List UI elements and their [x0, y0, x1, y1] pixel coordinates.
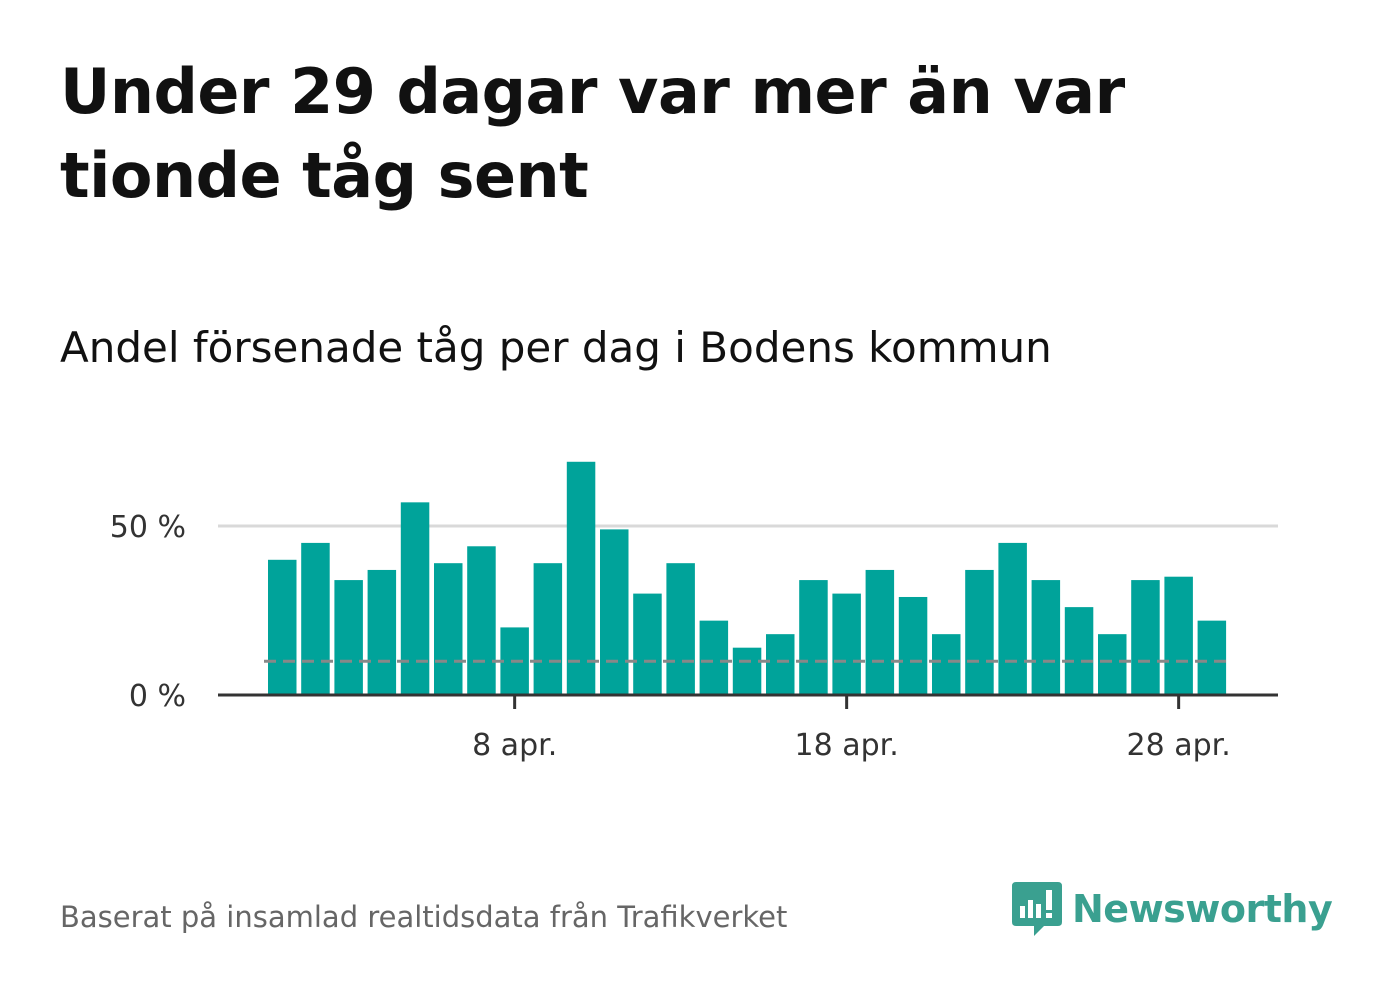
x-tick-label: 18 apr.: [795, 728, 899, 763]
bar-16-apr: [766, 634, 795, 695]
y-tick-label: 0 %: [129, 679, 186, 714]
bar-5-apr: [400, 502, 430, 695]
chart-title: Under 29 dagar var mer än var tionde tåg…: [60, 55, 1125, 212]
bars-layer: [268, 461, 1227, 695]
bar-18-apr: [832, 593, 861, 695]
bar-15-apr: [732, 647, 762, 695]
x-tick-label: 8 apr.: [472, 728, 557, 763]
bar-13-apr: [666, 563, 695, 695]
bar-24-apr: [1031, 580, 1061, 695]
y-tick-label: 50 %: [110, 510, 186, 545]
bar-chart: 0 % 50 % 8 apr. 18 apr. 28 apr.: [110, 461, 1278, 763]
bar-1-apr: [268, 559, 297, 695]
bar-4-apr: [367, 569, 397, 695]
bar-27-apr: [1131, 580, 1160, 695]
bar-22-apr: [965, 569, 994, 695]
bar-23-apr: [998, 542, 1027, 695]
bar-6-apr: [434, 563, 463, 695]
bar-26-apr: [1098, 634, 1127, 695]
bar-20-apr: [898, 596, 928, 695]
bar-3-apr: [334, 580, 363, 695]
bar-12-apr: [633, 593, 662, 695]
x-tick-label: 28 apr.: [1127, 728, 1231, 763]
bar-29-apr: [1197, 620, 1227, 695]
newsworthy-logo-icon: [1012, 882, 1062, 936]
newsworthy-logo-text: Newsworthy: [1072, 887, 1333, 931]
bar-25-apr: [1064, 607, 1094, 695]
source-note: Baserat på insamlad realtidsdata från Tr…: [60, 900, 788, 934]
labels-layer: 0 % 50 % 8 apr. 18 apr. 28 apr.: [110, 510, 1231, 763]
bar-21-apr: [932, 634, 961, 695]
bar-19-apr: [865, 569, 895, 695]
bar-7-apr: [467, 546, 496, 695]
bar-11-apr: [600, 529, 629, 695]
newsworthy-logo: Newsworthy: [1010, 878, 1333, 940]
bar-14-apr: [699, 620, 729, 695]
bar-28-apr: [1164, 576, 1193, 695]
bar-17-apr: [799, 580, 828, 695]
axis-layer: [218, 659, 1278, 709]
bar-10-apr: [566, 461, 596, 695]
chart-subtitle: Andel försenade tåg per dag i Bodens kom…: [60, 323, 1052, 372]
bar-2-apr: [301, 542, 330, 695]
bar-9-apr: [533, 563, 563, 695]
